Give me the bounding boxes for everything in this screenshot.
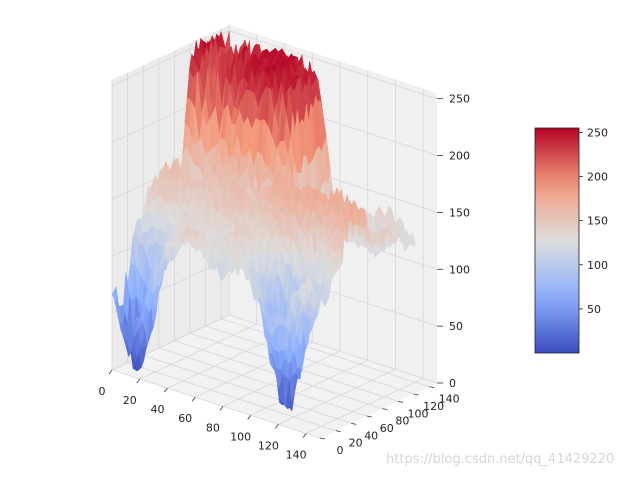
x-tick-label: 0 — [99, 385, 106, 398]
x-tick-mark — [108, 369, 113, 375]
x-tick-mark — [302, 433, 307, 438]
colorbar-tick-label: 200 — [587, 171, 608, 184]
floor-pane — [112, 315, 437, 438]
y-tick-label: 0 — [337, 444, 344, 457]
colorbar: 50 100 150 200 250 — [534, 126, 608, 354]
z-tick-label: 200 — [449, 150, 470, 163]
colorbar-tick-label: 250 — [587, 126, 608, 139]
x-tick-mark — [219, 406, 224, 411]
x-tick-label: 20 — [123, 394, 137, 407]
x-tick-mark — [136, 378, 141, 384]
x-tick-mark — [275, 424, 279, 429]
surface-facet — [301, 281, 309, 296]
x-tick-mark — [247, 415, 251, 420]
y-tick-mark — [429, 386, 435, 389]
x-tick-label: 140 — [286, 448, 307, 461]
surface-plot — [111, 30, 416, 412]
x-tick-label: 60 — [178, 412, 192, 425]
watermark: https://blog.csdn.net/qq_41429220 — [386, 452, 615, 467]
colorbar-bar — [534, 127, 580, 354]
z-tick-label: 0 — [449, 377, 456, 390]
y-tick-label: 60 — [380, 422, 394, 435]
y-tick-mark — [382, 408, 388, 411]
colorbar-tick-label: 100 — [587, 259, 608, 272]
grid-line-z — [111, 314, 438, 384]
y-tick-label: 40 — [364, 429, 378, 442]
y-tick-mark — [397, 400, 404, 403]
y-tick-label: 100 — [408, 407, 429, 420]
y-tick-mark — [366, 415, 372, 418]
y-tick-label: 80 — [395, 415, 409, 428]
x-tick-label: 120 — [258, 439, 279, 452]
colorbar-tick-label: 50 — [587, 303, 601, 316]
y-tick-mark — [335, 430, 341, 433]
x-tick-mark — [164, 387, 168, 393]
grid-line-z — [111, 30, 438, 100]
z-tick-label: 100 — [449, 263, 470, 276]
y-tick-mark — [319, 437, 326, 440]
x-tick-mark — [191, 396, 196, 402]
y-tick-label: 20 — [349, 437, 363, 450]
y-tick-label: 140 — [439, 393, 460, 406]
x-tick-label: 80 — [206, 421, 220, 434]
z-tick-label: 250 — [449, 93, 470, 106]
colorbar-tick-label: 150 — [587, 215, 608, 228]
x-tick-label: 40 — [150, 403, 164, 416]
z-tick-label: 150 — [449, 206, 470, 219]
z-tick-label: 50 — [449, 320, 463, 333]
y-tick-mark — [351, 422, 357, 425]
y-tick-mark — [413, 393, 419, 396]
y-tick-label: 120 — [423, 400, 444, 413]
x-tick-label: 100 — [230, 430, 251, 443]
